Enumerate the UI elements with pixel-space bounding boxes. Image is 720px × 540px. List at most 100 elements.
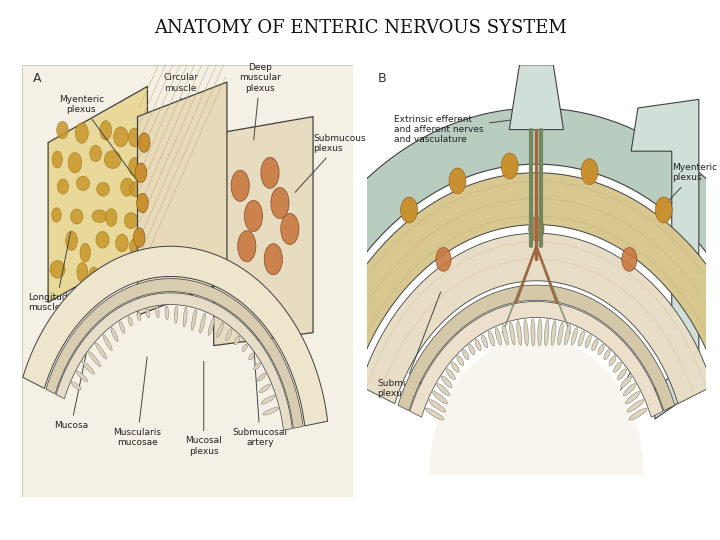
- Ellipse shape: [116, 234, 128, 252]
- Ellipse shape: [146, 309, 150, 318]
- Ellipse shape: [263, 407, 279, 415]
- Polygon shape: [56, 293, 292, 430]
- Ellipse shape: [231, 170, 249, 201]
- Ellipse shape: [110, 267, 122, 284]
- Ellipse shape: [111, 328, 118, 342]
- Text: Mucosal
plexus: Mucosal plexus: [185, 361, 222, 456]
- Ellipse shape: [208, 317, 215, 335]
- Ellipse shape: [138, 133, 150, 152]
- Ellipse shape: [76, 176, 89, 191]
- Ellipse shape: [120, 321, 125, 333]
- Text: Mucosa: Mucosa: [54, 348, 89, 430]
- Ellipse shape: [100, 121, 112, 140]
- Text: Submucous
plexus: Submucous plexus: [377, 292, 441, 399]
- Text: Submucosal
artery: Submucosal artery: [233, 344, 287, 447]
- Ellipse shape: [77, 262, 88, 282]
- Text: Muscularis
mucosae: Muscularis mucosae: [114, 357, 161, 447]
- Ellipse shape: [104, 151, 121, 168]
- Ellipse shape: [629, 408, 647, 420]
- Ellipse shape: [58, 179, 68, 194]
- Text: Mucosa: Mucosa: [503, 370, 536, 447]
- Ellipse shape: [128, 316, 132, 326]
- Ellipse shape: [604, 350, 610, 360]
- Ellipse shape: [128, 128, 142, 147]
- Ellipse shape: [426, 408, 444, 420]
- Ellipse shape: [528, 217, 544, 241]
- Ellipse shape: [137, 193, 148, 213]
- Ellipse shape: [271, 187, 289, 219]
- Text: Circular
muscle: Circular muscle: [163, 73, 198, 140]
- Ellipse shape: [626, 392, 640, 404]
- Ellipse shape: [531, 319, 535, 346]
- Ellipse shape: [469, 345, 474, 355]
- Ellipse shape: [400, 197, 418, 223]
- Ellipse shape: [598, 345, 604, 355]
- Ellipse shape: [80, 243, 91, 262]
- Text: Submucous
plexus: Submucous plexus: [295, 134, 366, 192]
- Ellipse shape: [517, 321, 522, 346]
- Polygon shape: [398, 285, 675, 411]
- Polygon shape: [410, 301, 663, 417]
- Ellipse shape: [248, 353, 254, 360]
- Ellipse shape: [90, 145, 102, 161]
- Wedge shape: [429, 338, 644, 475]
- Polygon shape: [269, 108, 720, 361]
- Ellipse shape: [551, 321, 556, 346]
- Ellipse shape: [456, 356, 464, 366]
- Ellipse shape: [572, 328, 577, 345]
- Ellipse shape: [103, 335, 112, 350]
- Ellipse shape: [244, 200, 263, 232]
- Ellipse shape: [52, 208, 61, 222]
- Text: Myenteric
plexus: Myenteric plexus: [58, 95, 139, 184]
- Text: B: B: [377, 72, 386, 85]
- Ellipse shape: [446, 369, 455, 380]
- Ellipse shape: [96, 343, 107, 359]
- Ellipse shape: [92, 210, 107, 222]
- Polygon shape: [316, 173, 720, 383]
- Ellipse shape: [259, 384, 271, 393]
- Text: Myenteric
plexus: Myenteric plexus: [657, 163, 717, 214]
- Ellipse shape: [613, 362, 621, 372]
- Ellipse shape: [624, 383, 636, 396]
- Ellipse shape: [165, 306, 168, 320]
- Ellipse shape: [129, 158, 142, 176]
- Ellipse shape: [451, 362, 459, 372]
- Ellipse shape: [544, 320, 549, 346]
- Ellipse shape: [437, 383, 449, 396]
- Ellipse shape: [501, 153, 518, 179]
- Ellipse shape: [125, 213, 138, 228]
- Ellipse shape: [156, 307, 159, 318]
- Polygon shape: [360, 233, 713, 403]
- Ellipse shape: [89, 267, 99, 287]
- Ellipse shape: [429, 400, 446, 412]
- Ellipse shape: [57, 122, 68, 139]
- Ellipse shape: [488, 331, 495, 346]
- Ellipse shape: [133, 228, 145, 247]
- Ellipse shape: [618, 369, 626, 380]
- Ellipse shape: [114, 127, 128, 147]
- Polygon shape: [48, 86, 148, 302]
- Ellipse shape: [655, 197, 672, 223]
- Ellipse shape: [558, 322, 563, 345]
- Ellipse shape: [538, 319, 542, 346]
- Ellipse shape: [242, 344, 248, 352]
- Ellipse shape: [609, 356, 616, 366]
- Ellipse shape: [253, 363, 261, 370]
- Polygon shape: [631, 99, 699, 419]
- Ellipse shape: [257, 373, 266, 381]
- Ellipse shape: [441, 376, 452, 388]
- Ellipse shape: [183, 307, 187, 327]
- Ellipse shape: [238, 231, 256, 262]
- Ellipse shape: [96, 183, 109, 196]
- Ellipse shape: [510, 322, 515, 345]
- Ellipse shape: [217, 322, 223, 338]
- Ellipse shape: [234, 336, 240, 345]
- Ellipse shape: [475, 339, 481, 350]
- Ellipse shape: [121, 178, 134, 196]
- Ellipse shape: [174, 306, 178, 323]
- Ellipse shape: [433, 392, 447, 404]
- Ellipse shape: [621, 376, 631, 388]
- Ellipse shape: [75, 123, 89, 143]
- Text: A: A: [33, 72, 42, 85]
- Polygon shape: [509, 65, 564, 130]
